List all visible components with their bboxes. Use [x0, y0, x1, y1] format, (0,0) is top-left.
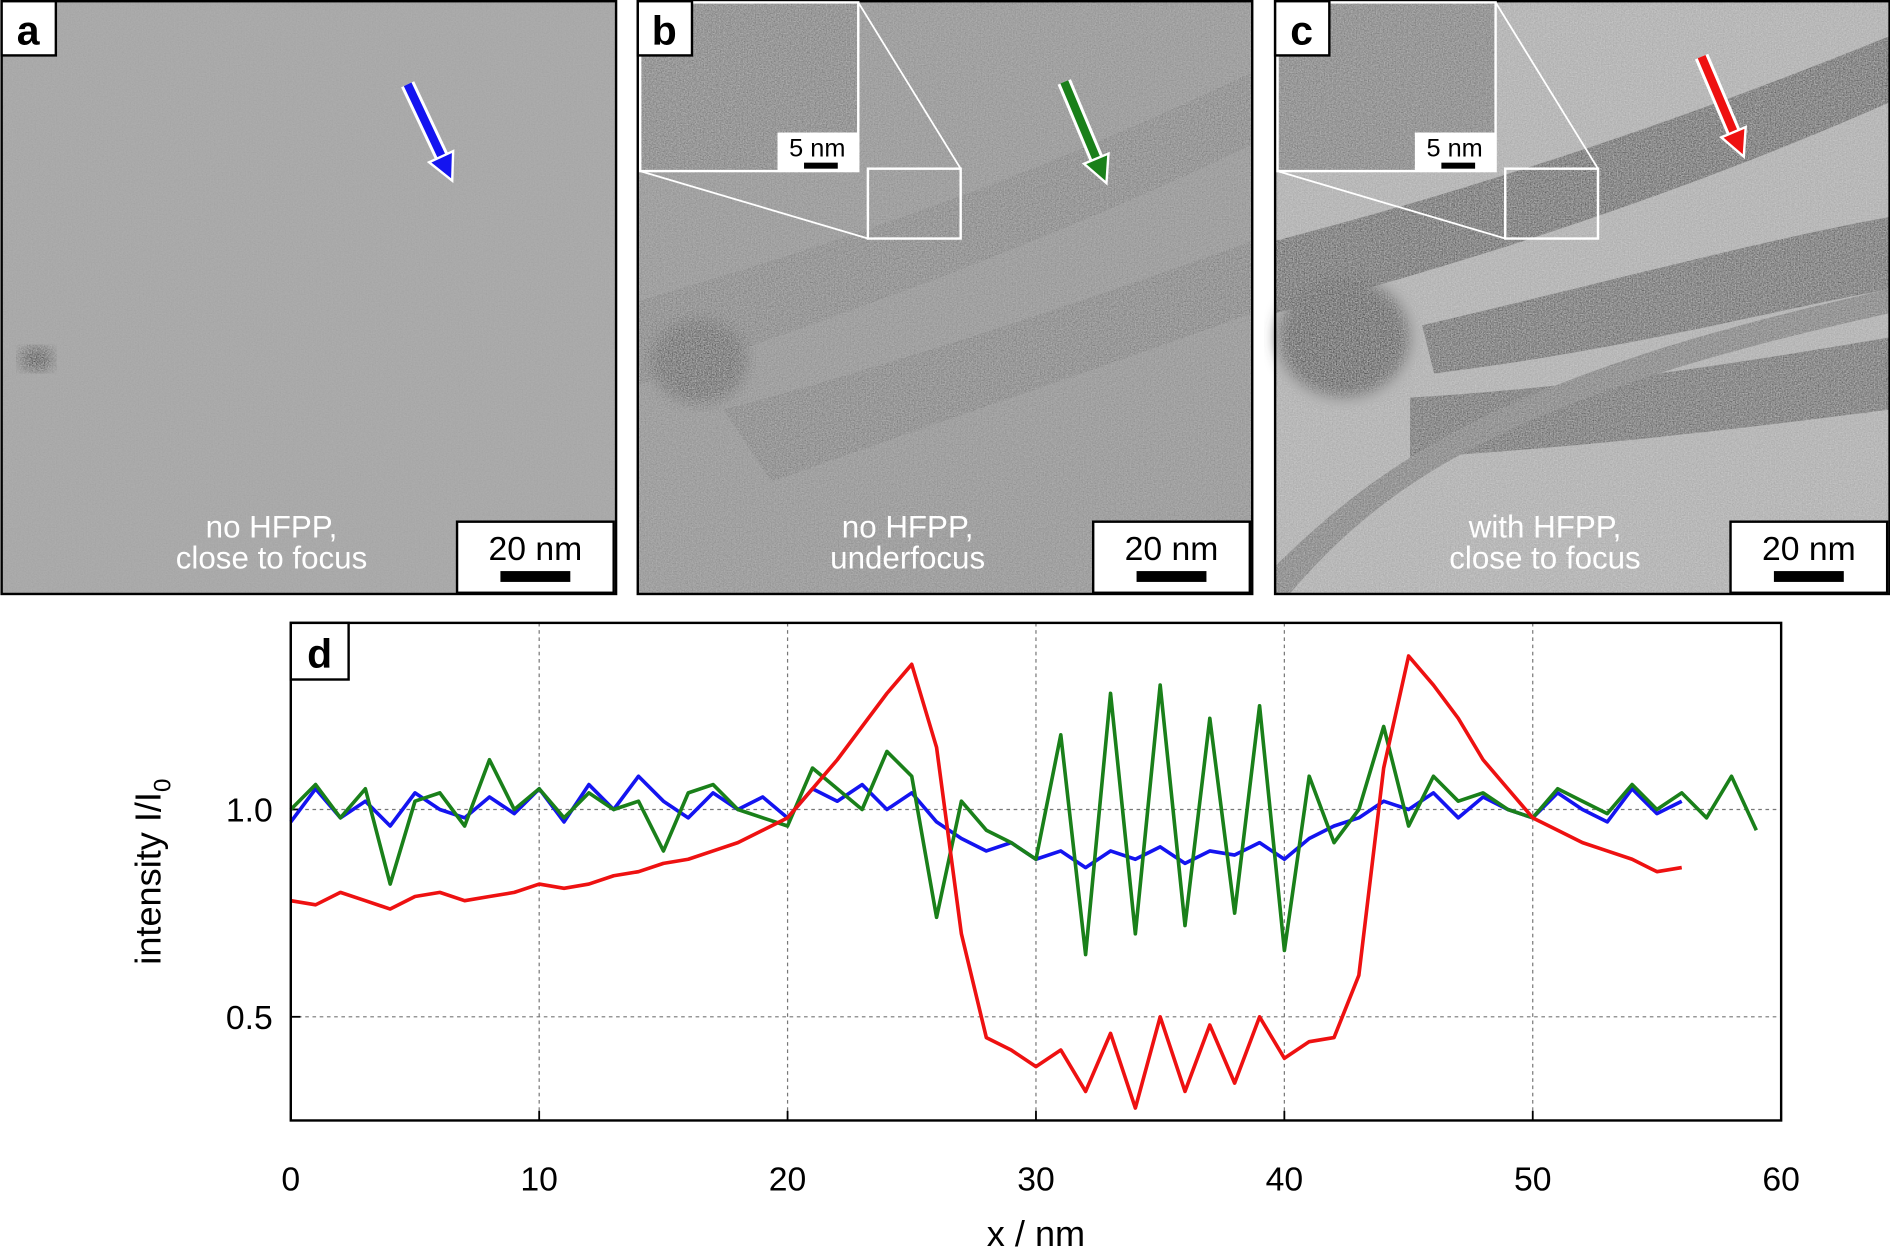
micrograph-c	[1275, 1, 1890, 594]
y-axis-label: intensity I/I0	[128, 779, 177, 965]
data-line	[290, 654, 1683, 1110]
x-tick-label: 40	[1266, 1160, 1304, 1198]
arrow-head	[1719, 125, 1748, 160]
panel-label-box	[289, 621, 350, 681]
scale-text: 20 nm	[1762, 530, 1856, 568]
arrow	[403, 82, 452, 171]
plot-frame	[289, 621, 1783, 1122]
zoom-box	[866, 167, 962, 240]
scale-text: 20 nm	[1125, 530, 1219, 568]
micrograph-b	[637, 1, 1253, 594]
inset-scale-bar	[1441, 162, 1476, 169]
panel-label: b	[652, 8, 677, 54]
micrograph-a	[1, 1, 617, 594]
panel-caption: close to focus	[176, 541, 367, 576]
arrow	[1060, 80, 1106, 173]
scale-text: 20 nm	[489, 530, 583, 568]
scale-bar	[1773, 571, 1844, 582]
x-tick-label: 30	[1017, 1160, 1055, 1198]
scale-bar	[500, 571, 571, 582]
scale-bar	[1136, 571, 1207, 582]
panel-caption: with HFPP,	[1468, 509, 1622, 544]
inset-border	[1276, 1, 1497, 173]
arrow	[1697, 54, 1743, 147]
arrow-head	[426, 149, 455, 184]
y-axis-label-subscript: 0	[149, 779, 176, 792]
panel-caption: close to focus	[1449, 541, 1640, 576]
inset-scale-text: 5 nm	[789, 135, 845, 163]
data-line	[289, 683, 1758, 957]
arrow-head	[1081, 151, 1110, 186]
zoom-box	[1504, 167, 1600, 240]
inset-border	[638, 1, 860, 173]
panel-label-box	[636, 0, 694, 57]
zoom-line	[1494, 1, 1599, 170]
zoom-line	[639, 170, 869, 240]
x-tick-label: 60	[1762, 1160, 1800, 1198]
x-tick-label: 50	[1514, 1160, 1552, 1198]
panel-caption: no HFPP,	[842, 509, 974, 544]
inset-scale-text: 5 nm	[1427, 135, 1483, 163]
inset: 5 nm	[1276, 1, 1600, 240]
x-tick-label: 10	[520, 1160, 558, 1198]
x-tick-label: 20	[769, 1160, 807, 1198]
x-tick-label: 0	[281, 1160, 300, 1198]
panel-caption: underfocus	[830, 541, 985, 576]
y-tick-label: 0.5	[226, 999, 273, 1037]
zoom-line	[1277, 170, 1506, 240]
panel-label: c	[1290, 8, 1313, 54]
panel-label-box	[1273, 0, 1331, 57]
y-axis-label-text: intensity I/I	[128, 792, 169, 965]
data-line	[289, 774, 1683, 870]
panel-label: d	[307, 630, 332, 676]
inset-scale-bar	[804, 162, 838, 169]
panel-label-box	[0, 0, 58, 57]
y-tick-label: 1.0	[226, 792, 273, 830]
zoom-line	[857, 1, 962, 170]
panel-caption: no HFPP,	[206, 509, 338, 544]
panel-frame	[636, 0, 1254, 596]
panel-label: a	[17, 8, 41, 54]
x-axis-label: x / nm	[987, 1213, 1085, 1253]
panel-frame	[0, 0, 618, 596]
